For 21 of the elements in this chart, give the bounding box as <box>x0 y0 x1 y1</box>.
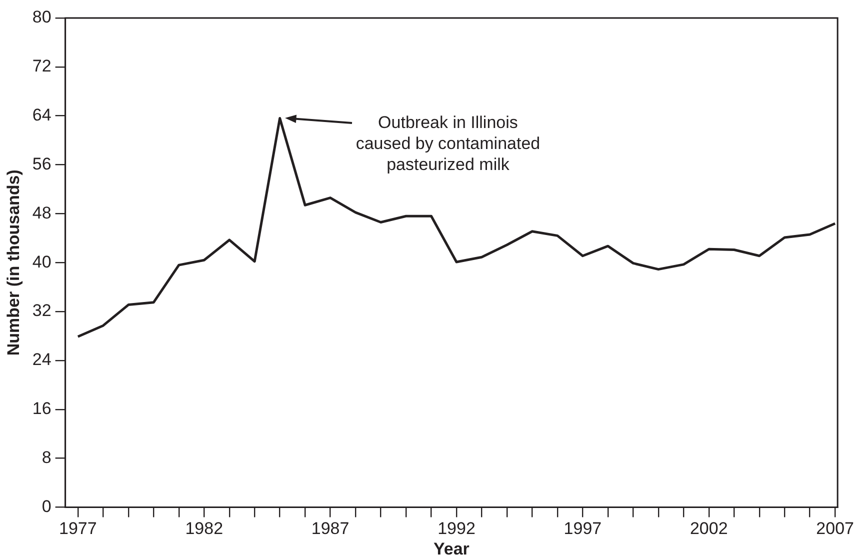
y-tick-label: 16 <box>32 399 52 418</box>
x-tick-label: 1987 <box>311 519 350 538</box>
x-tick-label: 1997 <box>564 519 602 538</box>
y-tick-label: 0 <box>42 496 52 516</box>
y-tick-label: 24 <box>32 350 52 370</box>
y-tick-label: 72 <box>32 56 52 76</box>
annotation: Outbreak in Illinois caused by contaminated pasteurized milk <box>356 112 540 174</box>
y-tick-label: 40 <box>32 252 52 272</box>
y-tick-label: 8 <box>42 448 52 467</box>
x-tick-label: 1977 <box>59 519 97 538</box>
x-tick-label: 2002 <box>690 519 728 538</box>
x-tick-label: 1992 <box>438 519 476 538</box>
x-tick-label: 1982 <box>185 519 224 538</box>
x-tick-label: 2007 <box>816 519 854 538</box>
y-tick-label: 64 <box>32 106 52 125</box>
x-axis-title: Year <box>433 539 470 558</box>
y-axis-title: Number (in thousands) <box>4 170 23 356</box>
y-tick-label: 80 <box>32 8 52 27</box>
y-tick-label: 32 <box>32 301 52 320</box>
y-tick-label: 48 <box>32 203 52 222</box>
y-tick-label: 56 <box>32 154 52 174</box>
